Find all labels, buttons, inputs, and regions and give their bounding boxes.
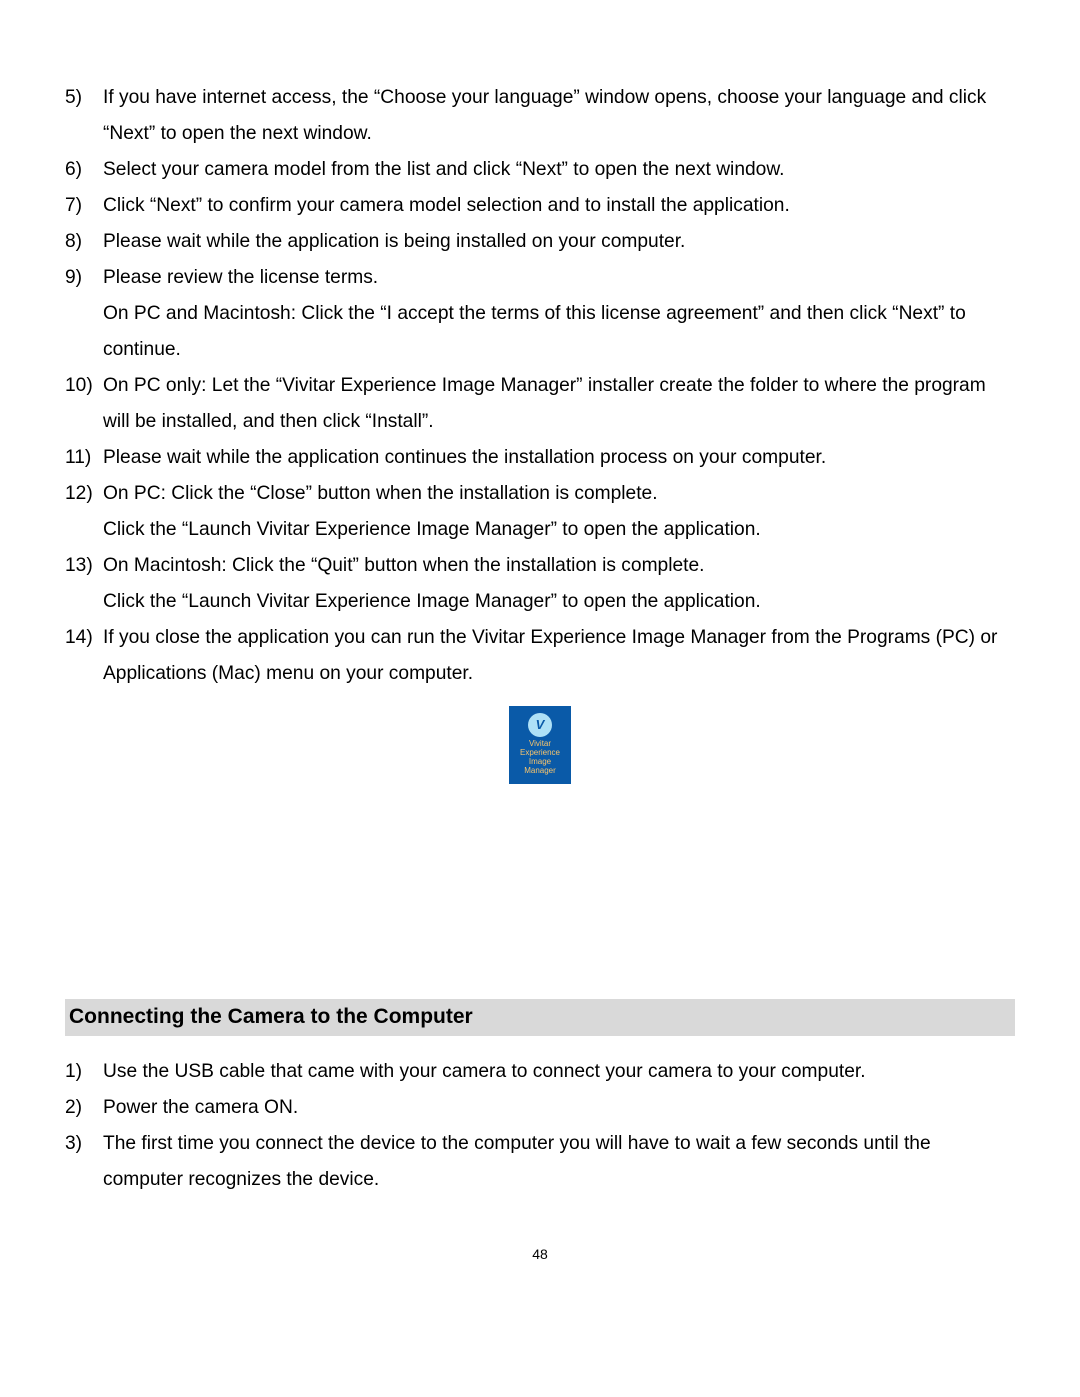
app-icon-label-line: Experience: [509, 748, 571, 757]
list-item: 1)Use the USB cable that came with your …: [65, 1054, 1015, 1090]
list-item: 8)Please wait while the application is b…: [65, 224, 1015, 260]
list-item-number: 2): [65, 1090, 103, 1126]
list-item-number: 3): [65, 1126, 103, 1162]
list-item-text: On PC only: Let the “Vivitar Experience …: [103, 368, 1015, 440]
list-item: 3)The first time you connect the device …: [65, 1126, 1015, 1198]
list-item-text: If you have internet access, the “Choose…: [103, 80, 1015, 152]
list-item-text: Please wait while the application is bei…: [103, 224, 1015, 260]
list-item-text: Click “Next” to confirm your camera mode…: [103, 188, 1015, 224]
list-item-number: 13): [65, 548, 103, 584]
list-item: 7)Click “Next” to confirm your camera mo…: [65, 188, 1015, 224]
list-item: 12)On PC: Click the “Close” button when …: [65, 476, 1015, 548]
app-icon-label-line: Manager: [509, 766, 571, 775]
list-item-number: 11): [65, 440, 103, 476]
list-item-number: 8): [65, 224, 103, 260]
list-item-text: Select your camera model from the list a…: [103, 152, 1015, 188]
app-icon-label-line: Vivitar: [509, 739, 571, 748]
list-item-number: 5): [65, 80, 103, 116]
list-item-text: If you close the application you can run…: [103, 620, 1015, 692]
list-item-text: Please wait while the application contin…: [103, 440, 1015, 476]
list-item-text: On Macintosh: Click the “Quit” button wh…: [103, 548, 1015, 620]
vivitar-app-icon: Vivitar Experience Image Manager: [509, 706, 571, 784]
app-icon-label-line: Image: [509, 757, 571, 766]
list-item: 13)On Macintosh: Click the “Quit” button…: [65, 548, 1015, 620]
vivitar-logo-icon: [528, 713, 552, 737]
list-item-text: The first time you connect the device to…: [103, 1126, 1015, 1198]
app-icon-figure: Vivitar Experience Image Manager: [65, 706, 1015, 784]
list-item-number: 14): [65, 620, 103, 656]
list-item-text: Use the USB cable that came with your ca…: [103, 1054, 1015, 1090]
list-item-text: Please review the license terms.On PC an…: [103, 260, 1015, 368]
section-heading: Connecting the Camera to the Computer: [65, 999, 1015, 1036]
install-steps-list: 5)If you have internet access, the “Choo…: [65, 80, 1015, 692]
list-item-number: 1): [65, 1054, 103, 1090]
list-item-number: 6): [65, 152, 103, 188]
page-number: 48: [0, 1246, 1080, 1262]
list-item-number: 10): [65, 368, 103, 404]
list-item-text: Power the camera ON.: [103, 1090, 1015, 1126]
list-item-number: 12): [65, 476, 103, 512]
list-item: 10)On PC only: Let the “Vivitar Experien…: [65, 368, 1015, 440]
connect-steps-list: 1)Use the USB cable that came with your …: [65, 1054, 1015, 1198]
list-item-number: 7): [65, 188, 103, 224]
list-item-text: On PC: Click the “Close” button when the…: [103, 476, 1015, 548]
list-item: 9)Please review the license terms.On PC …: [65, 260, 1015, 368]
list-item-number: 9): [65, 260, 103, 296]
list-item: 14)If you close the application you can …: [65, 620, 1015, 692]
list-item: 5)If you have internet access, the “Choo…: [65, 80, 1015, 152]
list-item: 2)Power the camera ON.: [65, 1090, 1015, 1126]
list-item: 11)Please wait while the application con…: [65, 440, 1015, 476]
manual-page: 5)If you have internet access, the “Choo…: [0, 0, 1080, 1397]
list-item: 6)Select your camera model from the list…: [65, 152, 1015, 188]
